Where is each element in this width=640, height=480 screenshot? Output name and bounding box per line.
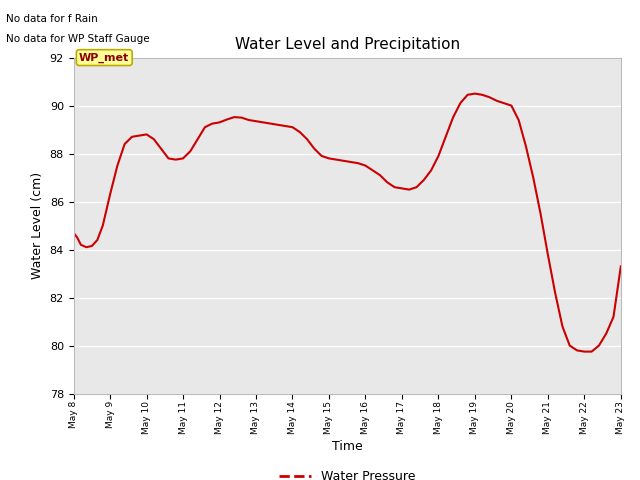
Text: No data for f Rain: No data for f Rain <box>6 14 98 24</box>
Title: Water Level and Precipitation: Water Level and Precipitation <box>235 37 460 52</box>
Y-axis label: Water Level (cm): Water Level (cm) <box>31 172 44 279</box>
Text: No data for WP Staff Gauge: No data for WP Staff Gauge <box>6 34 150 44</box>
Legend: Water Pressure: Water Pressure <box>275 465 420 480</box>
X-axis label: Time: Time <box>332 440 363 453</box>
Text: WP_met: WP_met <box>79 52 129 63</box>
